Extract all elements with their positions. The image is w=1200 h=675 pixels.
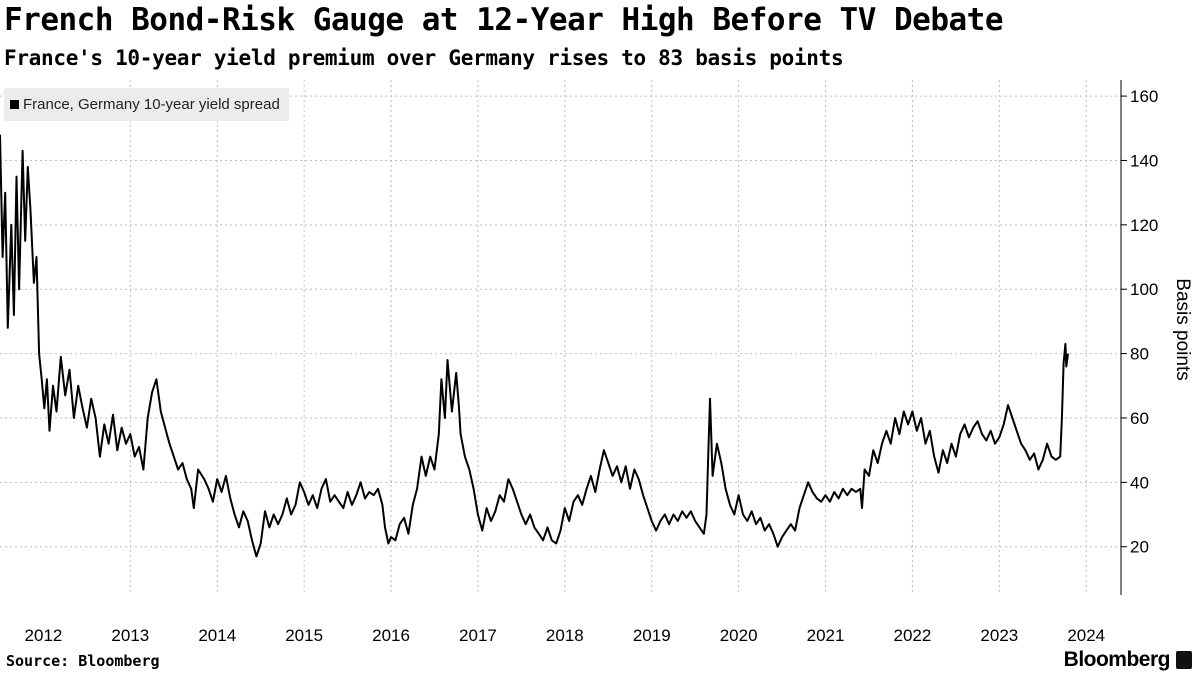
chart-subtitle: France's 10-year yield premium over Germ… bbox=[4, 46, 844, 70]
x-tick-label: 2013 bbox=[111, 626, 149, 645]
x-tick-label: 2019 bbox=[633, 626, 671, 645]
legend: France, Germany 10-year yield spread bbox=[4, 88, 289, 121]
bloomberg-logo: Bloomberg bbox=[1063, 648, 1171, 671]
y-tick-label: 100 bbox=[1130, 280, 1158, 299]
y-tick-label: 40 bbox=[1130, 473, 1149, 492]
x-tick-label: 2012 bbox=[25, 626, 63, 645]
y-tick-label: 160 bbox=[1130, 87, 1158, 106]
series-line bbox=[0, 134, 1069, 558]
x-tick-label: 2021 bbox=[807, 626, 845, 645]
x-tick-label: 2022 bbox=[894, 626, 932, 645]
y-tick-label: 60 bbox=[1130, 409, 1149, 428]
y-tick-label: 20 bbox=[1130, 538, 1149, 557]
chart-title: French Bond-Risk Gauge at 12-Year High B… bbox=[4, 2, 1004, 38]
source-note: Source: Bloomberg bbox=[6, 652, 160, 670]
legend-swatch bbox=[10, 100, 19, 109]
y-tick-label: 140 bbox=[1130, 151, 1158, 170]
x-tick-label: 2020 bbox=[720, 626, 758, 645]
y-axis-title: Basis points bbox=[1172, 278, 1193, 380]
x-tick-label: 2018 bbox=[546, 626, 584, 645]
series bbox=[0, 134, 1069, 558]
axes bbox=[1120, 80, 1127, 595]
y-tick-label: 120 bbox=[1130, 216, 1158, 235]
x-tick-label: 2023 bbox=[980, 626, 1018, 645]
x-tick-label: 2017 bbox=[459, 626, 497, 645]
x-tick-label: 2014 bbox=[198, 626, 236, 645]
legend-label: France, Germany 10-year yield spread bbox=[23, 96, 280, 113]
tick-labels: 20 40 60 80 100 120 140 160 2012 2013 2014 2015 2016… bbox=[25, 87, 1193, 645]
x-tick-label: 2016 bbox=[372, 626, 410, 645]
y-tick-label: 80 bbox=[1130, 345, 1149, 364]
x-tick-label: 2024 bbox=[1067, 626, 1105, 645]
bloomberg-mark-icon bbox=[1176, 651, 1192, 669]
gridlines bbox=[0, 80, 1121, 595]
x-tick-label: 2015 bbox=[285, 626, 323, 645]
